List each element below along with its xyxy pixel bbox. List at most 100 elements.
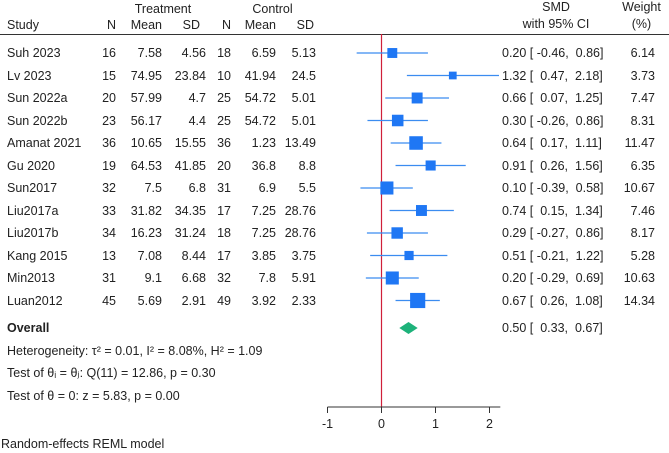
control-mean: 7.8 <box>258 271 276 285</box>
study-marker <box>391 227 403 239</box>
study-marker <box>391 114 404 127</box>
study-name: Min2013 <box>7 271 55 285</box>
treatment-sd: 41.85 <box>174 158 206 173</box>
treatment-n: 32 <box>102 181 116 195</box>
study-marker <box>380 181 394 195</box>
control-sd: 5.5 <box>298 181 316 195</box>
smd-ci-text: 0.29 [ -0.27, 0.86] <box>502 226 604 240</box>
control-sd: 5.01 <box>291 91 316 105</box>
treatment-sd: 2.91 <box>181 293 206 308</box>
smd-ci-text: 0.51 [ -0.21, 1.22] <box>502 248 604 263</box>
test-thetas-text: Test of θᵢ = θⱼ: Q(11) = 12.86, p = 0.30 <box>7 366 216 380</box>
treatment-sd: 6.8 <box>188 181 206 195</box>
control-mean: 1.23 <box>251 136 276 150</box>
study-name: Lv 2023 <box>7 68 52 83</box>
study-marker <box>410 292 426 309</box>
control-mean: 3.92 <box>251 293 276 308</box>
treatment-group-header: Treatment <box>134 2 192 16</box>
treatment-mean: 5.69 <box>137 293 162 308</box>
control-mean: 3.85 <box>251 248 276 263</box>
x-tick-label: -1 <box>322 417 333 431</box>
smd-header-line2: with 95% CI <box>522 17 590 31</box>
weight-header-line1: Weight <box>622 0 661 14</box>
control-n: 49 <box>217 293 231 308</box>
control-sd: 13.49 <box>284 136 316 150</box>
control-n-header: N <box>221 18 231 32</box>
control-sd: 24.5 <box>291 68 316 83</box>
treatment-n: 36 <box>102 136 116 150</box>
treatment-n: 33 <box>102 203 116 218</box>
treatment-sd: 4.7 <box>188 91 206 105</box>
control-mean: 54.72 <box>244 113 276 128</box>
weight-value: 10.63 <box>623 271 655 285</box>
control-mean: 41.94 <box>244 68 276 83</box>
smd-ci-text: 0.30 [ -0.26, 0.86] <box>502 113 604 128</box>
study-name: Sun 2022a <box>7 91 68 105</box>
treatment-mean: 16.23 <box>130 226 162 240</box>
x-tick-label: 2 <box>486 417 493 431</box>
control-mean: 7.25 <box>251 226 276 240</box>
treatment-n: 20 <box>102 91 116 105</box>
smd-ci-text: 0.64 [ 0.17, 1.11] <box>502 136 602 150</box>
x-tick-label: 1 <box>432 417 439 431</box>
control-n: 36 <box>217 136 231 150</box>
treatment-sd: 15.55 <box>174 136 206 150</box>
control-n: 31 <box>217 181 231 195</box>
weight-value: 11.47 <box>624 136 655 150</box>
study-name: Luan2012 <box>7 293 63 308</box>
weight-value: 7.46 <box>630 203 655 218</box>
weight-header-line2: (%) <box>631 17 652 31</box>
treatment-mean: 74.95 <box>130 68 162 83</box>
control-n: 20 <box>217 158 231 173</box>
study-name: Sun 2022b <box>7 113 68 128</box>
overall-diamond <box>399 322 418 334</box>
test-zero-text: Test of θ = 0: z = 5.83, p = 0.00 <box>7 389 180 403</box>
smd-ci-text: 0.10 [ -0.39, 0.58] <box>502 181 604 195</box>
heterogeneity-text: Heterogeneity: τ² = 0.01, I² = 8.08%, H²… <box>7 344 263 358</box>
overall-label: Overall <box>7 321 50 335</box>
study-marker <box>409 136 423 150</box>
control-n: 25 <box>217 91 231 105</box>
treatment-mean: 10.65 <box>130 136 162 150</box>
treatment-mean: 7.5 <box>144 181 162 195</box>
treatment-n: 31 <box>102 271 116 285</box>
control-n: 17 <box>217 248 231 263</box>
control-sd: 2.33 <box>291 293 316 308</box>
control-n: 25 <box>217 113 231 128</box>
treatment-n: 13 <box>102 248 116 263</box>
smd-ci-text: 0.20 [ -0.46, 0.86] <box>502 46 604 60</box>
treatment-n: 16 <box>102 46 116 60</box>
treatment-mean: 7.58 <box>137 46 162 60</box>
weight-value: 10.67 <box>623 181 655 195</box>
smd-ci-text: 0.74 [ 0.15, 1.34] <box>502 203 603 218</box>
treatment-n: 19 <box>102 158 116 173</box>
treatment-sd-header: SD <box>182 18 200 32</box>
control-sd: 28.76 <box>284 203 316 218</box>
study-name: Kang 2015 <box>7 248 68 263</box>
control-n: 17 <box>217 203 231 218</box>
study-marker <box>415 205 427 216</box>
model-note: Random-effects REML model <box>1 437 165 451</box>
treatment-n-header: N <box>106 18 116 32</box>
treatment-n: 34 <box>102 226 116 240</box>
study-name: Liu2017a <box>7 203 59 218</box>
treatment-mean: 31.82 <box>130 203 162 218</box>
control-mean: 7.25 <box>251 203 276 218</box>
control-mean: 36.8 <box>251 158 276 173</box>
treatment-n: 23 <box>102 113 116 128</box>
weight-value: 3.73 <box>630 68 655 83</box>
study-marker <box>404 250 414 261</box>
study-marker <box>387 48 398 58</box>
study-marker <box>411 92 423 104</box>
study-marker <box>448 71 457 80</box>
study-name: Liu2017b <box>7 226 59 240</box>
smd-ci-text: 0.67 [ 0.26, 1.08] <box>502 293 603 308</box>
treatment-sd: 34.35 <box>174 203 206 218</box>
weight-value: 7.47 <box>630 91 655 105</box>
study-marker <box>425 160 436 171</box>
weight-value: 6.35 <box>630 158 655 173</box>
control-mean: 6.9 <box>258 181 276 195</box>
control-n: 18 <box>217 226 231 240</box>
smd-ci-text: 0.66 [ 0.07, 1.25] <box>502 91 603 105</box>
